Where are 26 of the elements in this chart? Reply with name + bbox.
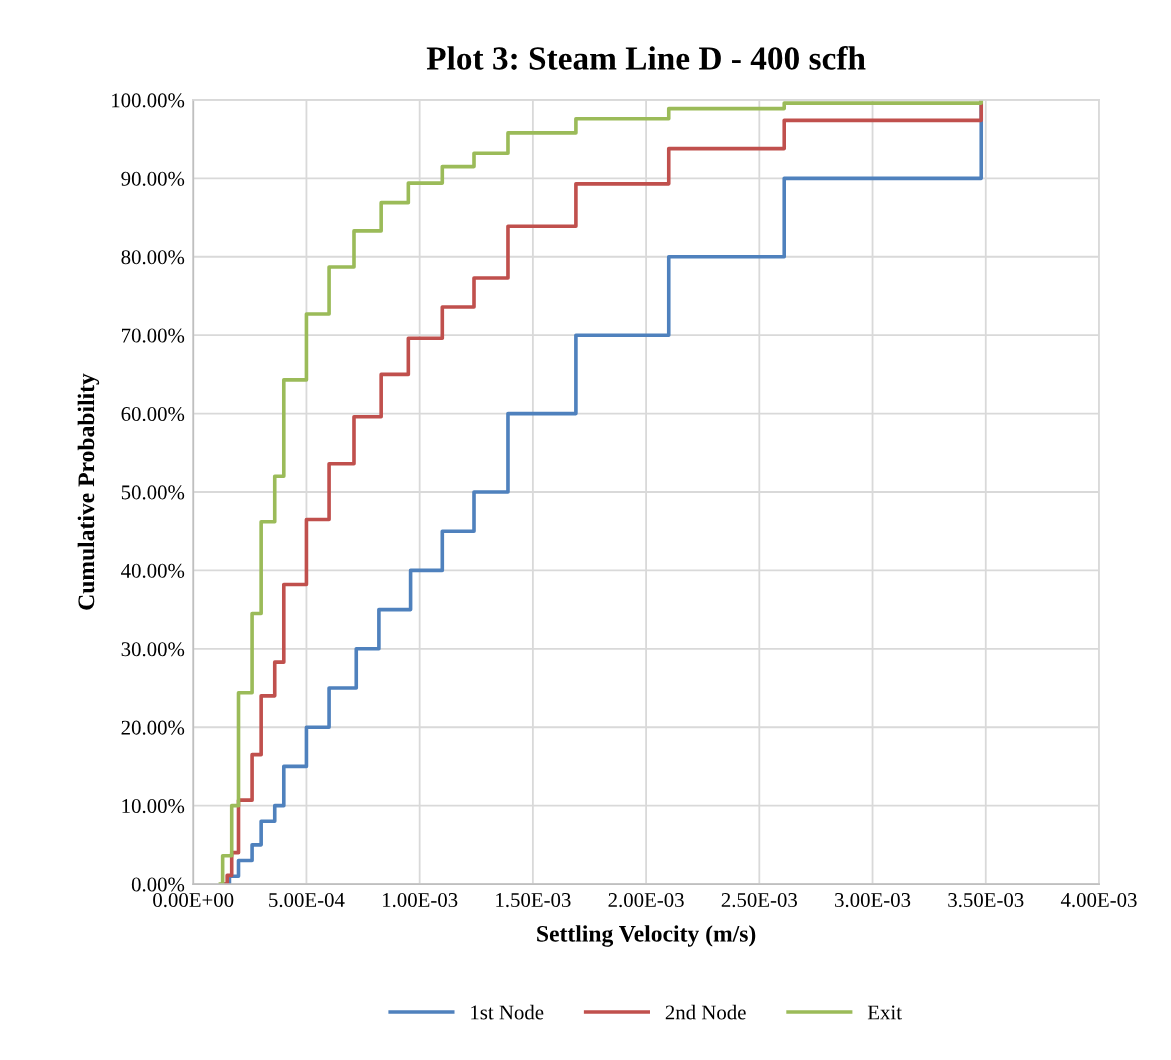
x-tick-label: 0.00E+00 xyxy=(153,892,234,908)
y-tick-label: 90.00% xyxy=(121,171,185,186)
legend-label: Exit xyxy=(867,1005,902,1020)
y-tick-label: 60.00% xyxy=(121,406,185,422)
y-tick-label: 0.00% xyxy=(131,877,185,892)
y-tick-label: 20.00% xyxy=(121,720,185,735)
y-tick-label: 100.00% xyxy=(112,93,185,108)
y-tick-label: 50.00% xyxy=(121,485,185,500)
legend-label: 2nd Node xyxy=(665,1004,746,1020)
x-tick-label: 1.50E-03 xyxy=(496,892,571,908)
x-tick-label: 1.00E-03 xyxy=(383,892,458,908)
y-tick-label: 10.00% xyxy=(122,799,185,814)
y-tick-label: 70.00% xyxy=(122,328,185,343)
chart-title: Plot 3: Steam Line D - 400 scfh xyxy=(426,45,866,70)
y-tick-label: 30.00% xyxy=(121,642,185,657)
x-axis-title: Settling Velocity (m/s) xyxy=(537,925,756,947)
y-tick-label: 80.00% xyxy=(121,250,185,265)
x-tick-label: 5.00E-04 xyxy=(269,892,345,908)
x-tick-label: 4.00E-03 xyxy=(1060,892,1137,908)
x-tick-label: 3.50E-03 xyxy=(948,892,1024,908)
y-axis-title: Cumulative Probability xyxy=(77,373,100,610)
legend-label: 1st Node xyxy=(471,1004,544,1020)
x-tick-label: 2.50E-03 xyxy=(721,892,797,908)
x-tick-label: 3.00E-03 xyxy=(835,892,911,908)
y-tick-label: 40.00% xyxy=(121,563,185,578)
x-tick-label: 2.00E-03 xyxy=(608,892,684,908)
